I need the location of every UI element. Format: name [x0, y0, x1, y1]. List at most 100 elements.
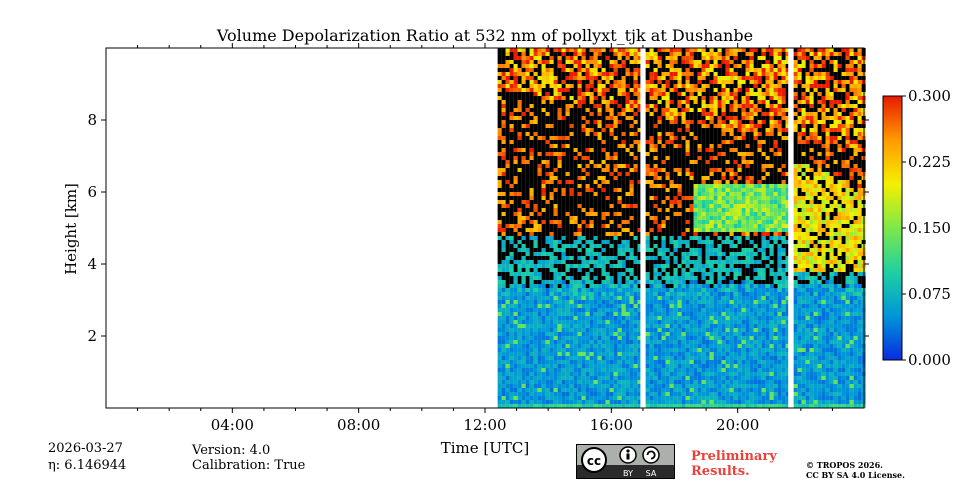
- heatmap-cell: [601, 312, 606, 316]
- heatmap-cell: [717, 340, 722, 344]
- heatmap-cell: [653, 296, 658, 300]
- heatmap-cell: [665, 308, 670, 312]
- heatmap-cell: [541, 76, 546, 80]
- heatmap-cell: [541, 72, 546, 76]
- heatmap-cell: [637, 372, 642, 376]
- heatmap-cell: [565, 200, 570, 204]
- heatmap-cell: [537, 192, 542, 196]
- heatmap-cell: [561, 236, 566, 240]
- heatmap-cell: [717, 396, 722, 400]
- heatmap-cell: [497, 352, 502, 356]
- heatmap-cell: [685, 284, 690, 288]
- heatmap-cell: [565, 208, 570, 212]
- heatmap-cell: [693, 328, 698, 332]
- heatmap-cell: [649, 172, 654, 176]
- heatmap-cell: [713, 136, 718, 140]
- heatmap-cell: [561, 176, 566, 180]
- heatmap-cell: [509, 288, 514, 292]
- heatmap-cell: [649, 216, 654, 220]
- heatmap-cell: [577, 328, 582, 332]
- heatmap-cell: [549, 260, 554, 264]
- heatmap-cell: [721, 164, 726, 168]
- heatmap-cell: [609, 284, 614, 288]
- heatmap-cell: [553, 252, 558, 256]
- heatmap-cell: [713, 296, 718, 300]
- heatmap-cell: [681, 356, 686, 360]
- heatmap-cell: [697, 156, 702, 160]
- heatmap-cell: [709, 52, 714, 56]
- heatmap-cell: [689, 180, 694, 184]
- heatmap-cell: [557, 52, 562, 56]
- heatmap-cell: [697, 356, 702, 360]
- heatmap-cell: [657, 212, 662, 216]
- heatmap-cell: [689, 92, 694, 96]
- heatmap-cell: [549, 104, 554, 108]
- heatmap-cell: [689, 156, 694, 160]
- heatmap-cell: [529, 252, 534, 256]
- heatmap-cell: [649, 192, 654, 196]
- heatmap-cell: [721, 172, 726, 176]
- heatmap-cell: [701, 220, 706, 224]
- heatmap-cell: [569, 224, 574, 228]
- heatmap-cell: [685, 196, 690, 200]
- heatmap-cell: [593, 248, 598, 252]
- heatmap-cell: [669, 380, 674, 384]
- heatmap-cell: [565, 120, 570, 124]
- heatmap-cell: [653, 120, 658, 124]
- heatmap-cell: [561, 188, 566, 192]
- heatmap-cell: [645, 304, 650, 308]
- heatmap-cell: [705, 152, 710, 156]
- heatmap-cell: [661, 404, 666, 408]
- heatmap-cell: [677, 344, 682, 348]
- heatmap-cell: [701, 208, 706, 212]
- heatmap-cell: [617, 380, 622, 384]
- heatmap-cell: [605, 404, 610, 408]
- heatmap-cell: [541, 384, 546, 388]
- heatmap-cell: [505, 404, 510, 408]
- heatmap-cell: [581, 324, 586, 328]
- heatmap-cell: [509, 360, 514, 364]
- heatmap-cell: [705, 56, 710, 60]
- heatmap-cell: [689, 252, 694, 256]
- heatmap-cell: [653, 356, 658, 360]
- heatmap-cell: [497, 52, 502, 56]
- heatmap-cell: [609, 340, 614, 344]
- heatmap-cell: [585, 108, 590, 112]
- heatmap-cell: [569, 304, 574, 308]
- heatmap-cell: [561, 300, 566, 304]
- heatmap-cell: [661, 396, 666, 400]
- heatmap-cell: [545, 304, 550, 308]
- heatmap-cell: [689, 324, 694, 328]
- heatmap-cell: [657, 156, 662, 160]
- heatmap-cell: [705, 396, 710, 400]
- heatmap-cell: [545, 328, 550, 332]
- heatmap-cell: [657, 68, 662, 72]
- heatmap-cell: [589, 120, 594, 124]
- heatmap-cell: [505, 384, 510, 388]
- heatmap-cell: [517, 324, 522, 328]
- heatmap-cell: [569, 216, 574, 220]
- heatmap-cell: [653, 52, 658, 56]
- heatmap-cell: [629, 148, 634, 152]
- heatmap-cell: [657, 204, 662, 208]
- heatmap-cell: [597, 360, 602, 364]
- heatmap-cell: [513, 104, 518, 108]
- heatmap-cell: [529, 216, 534, 220]
- heatmap-cell: [677, 184, 682, 188]
- heatmap-cell: [581, 288, 586, 292]
- heatmap-cell: [661, 284, 666, 288]
- heatmap-cell: [497, 144, 502, 148]
- heatmap-cell: [649, 264, 654, 268]
- heatmap-cell: [653, 228, 658, 232]
- heatmap-cell: [625, 248, 630, 252]
- heatmap-cell: [697, 400, 702, 404]
- heatmap-cell: [685, 352, 690, 356]
- heatmap-cell: [501, 212, 506, 216]
- heatmap-cell: [701, 56, 706, 60]
- heatmap-cell: [541, 316, 546, 320]
- heatmap-cell: [661, 180, 666, 184]
- heatmap-cell: [573, 48, 578, 52]
- heatmap-cell: [533, 196, 538, 200]
- heatmap-cell: [689, 320, 694, 324]
- heatmap-cell: [573, 244, 578, 248]
